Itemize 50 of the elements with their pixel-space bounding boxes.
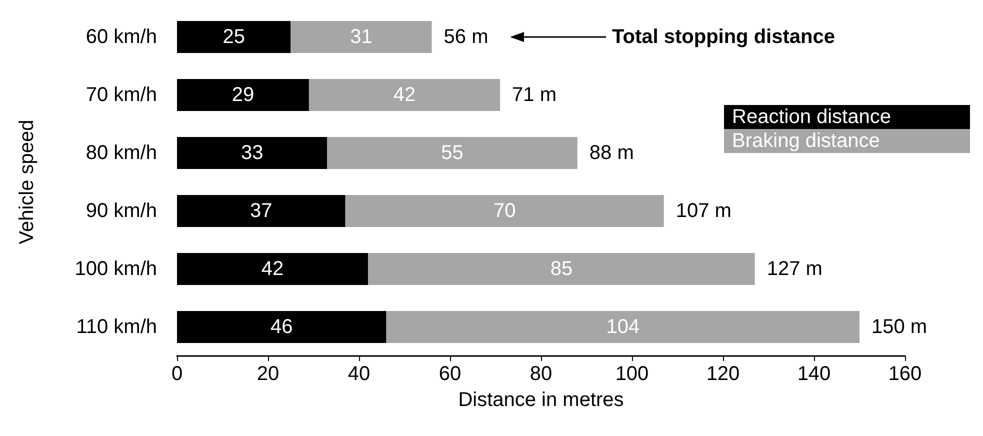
data-label: 31 bbox=[350, 26, 372, 48]
total-label: 71 m bbox=[512, 84, 557, 106]
data-label: 42 bbox=[393, 84, 416, 106]
x-tick-label: 80 bbox=[530, 363, 552, 385]
x-tick-label: 140 bbox=[797, 363, 831, 385]
bar bbox=[290, 21, 432, 53]
bar bbox=[308, 79, 500, 111]
data-label: 104 bbox=[606, 316, 640, 338]
bar bbox=[177, 311, 386, 343]
x-tick-label: 60 bbox=[438, 363, 462, 385]
bar bbox=[327, 137, 578, 169]
bar bbox=[368, 253, 755, 285]
annotation: Total stopping distance bbox=[612, 26, 835, 48]
total-label: 127 m bbox=[766, 258, 822, 280]
text: Reaction distance bbox=[732, 106, 891, 128]
x-tick-label: 0 bbox=[171, 363, 183, 385]
data-label: 46 bbox=[270, 316, 293, 338]
x-axis-title: Distance in metres bbox=[458, 389, 624, 411]
x-tick-label: 160 bbox=[888, 363, 922, 385]
data-label: 25 bbox=[222, 26, 245, 48]
bar bbox=[177, 195, 346, 227]
data-label: 33 bbox=[240, 142, 264, 164]
text: Braking distance bbox=[732, 130, 880, 152]
data-label: 70 bbox=[493, 200, 516, 222]
y-tick-label: 80 km/h bbox=[86, 142, 157, 164]
bar bbox=[177, 253, 368, 285]
y-axis-title: Vehicle speed bbox=[16, 120, 38, 244]
y-tick-label: 90 km/h bbox=[86, 200, 157, 222]
total-label: 88 m bbox=[589, 142, 634, 164]
data-label: 55 bbox=[441, 142, 464, 164]
x-tick-label: 40 bbox=[348, 363, 370, 385]
y-tick-label: 70 km/h bbox=[86, 84, 157, 106]
total-label: 150 m bbox=[872, 316, 928, 338]
data-label: 85 bbox=[550, 258, 573, 280]
x-tick-label: 20 bbox=[256, 363, 280, 385]
bar bbox=[386, 311, 860, 343]
data-label: 29 bbox=[232, 84, 254, 106]
x-tick-label: 120 bbox=[706, 363, 740, 385]
y-tick-label: 100 km/h bbox=[74, 258, 157, 280]
bar bbox=[177, 137, 328, 169]
data-label: 37 bbox=[250, 200, 272, 222]
total-label: 107 m bbox=[676, 200, 732, 222]
bar bbox=[345, 195, 664, 227]
total-label: 56 m bbox=[444, 26, 488, 48]
y-tick-label: 60 km/h bbox=[86, 26, 157, 48]
data-label: 42 bbox=[261, 258, 284, 280]
y-tick-label: 110 km/h bbox=[76, 316, 157, 338]
bar bbox=[177, 21, 291, 53]
bar bbox=[177, 79, 309, 111]
x-tick-label: 100 bbox=[615, 363, 649, 385]
